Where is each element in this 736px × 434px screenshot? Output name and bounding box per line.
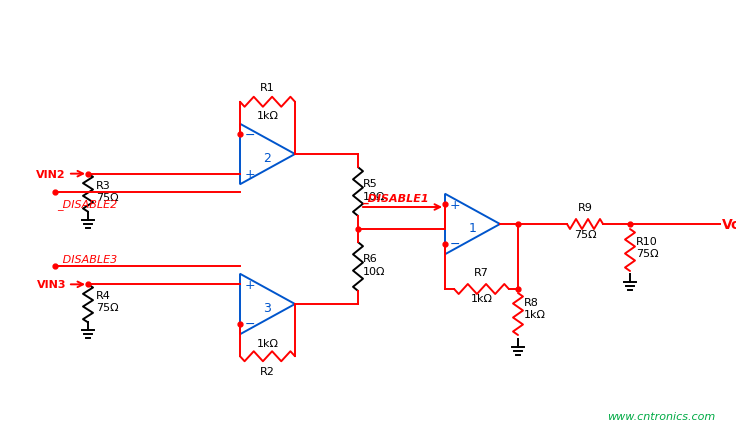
Text: 75Ω: 75Ω — [96, 192, 118, 202]
Text: −: − — [245, 317, 255, 330]
Text: Vout: Vout — [722, 217, 736, 231]
Text: 1kΩ: 1kΩ — [524, 309, 546, 319]
Text: 1kΩ: 1kΩ — [257, 339, 278, 349]
Text: 3: 3 — [263, 302, 272, 315]
Text: _DISABLE1: _DISABLE1 — [362, 193, 428, 204]
Text: R5: R5 — [363, 179, 378, 189]
Text: +: + — [244, 278, 255, 291]
Text: www.cntronics.com: www.cntronics.com — [606, 411, 715, 421]
Text: R1: R1 — [260, 82, 275, 92]
Text: −: − — [245, 128, 255, 141]
Text: 75Ω: 75Ω — [636, 248, 659, 258]
Text: 1kΩ: 1kΩ — [257, 111, 278, 121]
Text: _DISABLE2: _DISABLE2 — [57, 198, 117, 209]
Text: R6: R6 — [363, 254, 378, 264]
Text: R4: R4 — [96, 291, 111, 301]
Text: VIN2: VIN2 — [36, 169, 66, 179]
Text: VIN3: VIN3 — [37, 279, 66, 289]
Text: 1: 1 — [469, 222, 476, 235]
Text: R10: R10 — [636, 237, 658, 247]
Text: R2: R2 — [260, 366, 275, 376]
Text: 1kΩ: 1kΩ — [470, 293, 492, 303]
Text: +: + — [244, 168, 255, 181]
Text: 2: 2 — [263, 152, 272, 165]
Text: −: − — [450, 238, 460, 250]
Text: 10Ω: 10Ω — [363, 192, 386, 202]
Text: 75Ω: 75Ω — [96, 302, 118, 312]
Text: 10Ω: 10Ω — [363, 267, 386, 277]
Text: R9: R9 — [578, 203, 592, 213]
Text: R8: R8 — [524, 297, 539, 307]
Text: 75Ω: 75Ω — [573, 230, 596, 240]
Text: R3: R3 — [96, 180, 110, 190]
Text: R7: R7 — [474, 267, 489, 277]
Text: +: + — [450, 198, 460, 211]
Text: _DISABLE3: _DISABLE3 — [57, 254, 117, 265]
